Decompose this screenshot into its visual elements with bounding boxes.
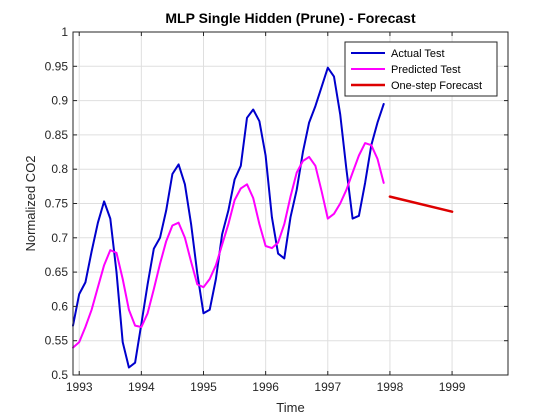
y-axis-label: Normalized CO2 bbox=[23, 155, 38, 251]
actual-test-line bbox=[72, 66, 385, 369]
y-tick-label: 0.9 bbox=[51, 94, 68, 108]
y-tick-label: 0.95 bbox=[45, 59, 69, 73]
x-tick-label: 1996 bbox=[252, 380, 279, 394]
axis-ticks: 1993 1994 1995 1996 1997 1998 1999 0.5 0.55 0.6 0.… bbox=[45, 25, 508, 394]
legend-item-actual-test: Actual Test bbox=[351, 48, 445, 60]
x-tick-label: 1993 bbox=[66, 380, 93, 394]
y-tick-label: 0.7 bbox=[51, 231, 68, 245]
y-tick-label: 0.55 bbox=[45, 334, 69, 348]
x-tick-label: 1995 bbox=[190, 380, 217, 394]
plot-series bbox=[72, 66, 454, 369]
chart-title: MLP Single Hidden (Prune) - Forecast bbox=[165, 10, 416, 26]
y-tick-label: 0.75 bbox=[45, 197, 69, 211]
legend-item-one-step-forecast: One-step Forecast bbox=[351, 80, 482, 92]
x-axis-label: Time bbox=[276, 400, 304, 415]
x-tick-label: 1998 bbox=[377, 380, 404, 394]
legend-label: Predicted Test bbox=[391, 64, 461, 76]
legend: Actual Test Predicted Test One-step Foreca… bbox=[344, 41, 498, 97]
x-tick-label: 1997 bbox=[314, 380, 341, 394]
y-tick-label: 0.85 bbox=[45, 128, 69, 142]
legend-item-predicted-test: Predicted Test bbox=[351, 64, 461, 76]
y-tick-label: 0.6 bbox=[51, 299, 68, 313]
predicted-test-line bbox=[72, 142, 385, 349]
legend-label: Actual Test bbox=[391, 48, 445, 60]
y-tick-label: 0.8 bbox=[51, 162, 68, 176]
y-tick-label: 1 bbox=[61, 25, 68, 39]
legend-label: One-step Forecast bbox=[391, 80, 482, 92]
x-tick-label: 1999 bbox=[439, 380, 466, 394]
one-step-forecast-line bbox=[388, 195, 454, 213]
y-tick-label: 0.65 bbox=[45, 265, 69, 279]
y-tick-label: 0.5 bbox=[51, 368, 68, 382]
x-tick-label: 1994 bbox=[128, 380, 155, 394]
